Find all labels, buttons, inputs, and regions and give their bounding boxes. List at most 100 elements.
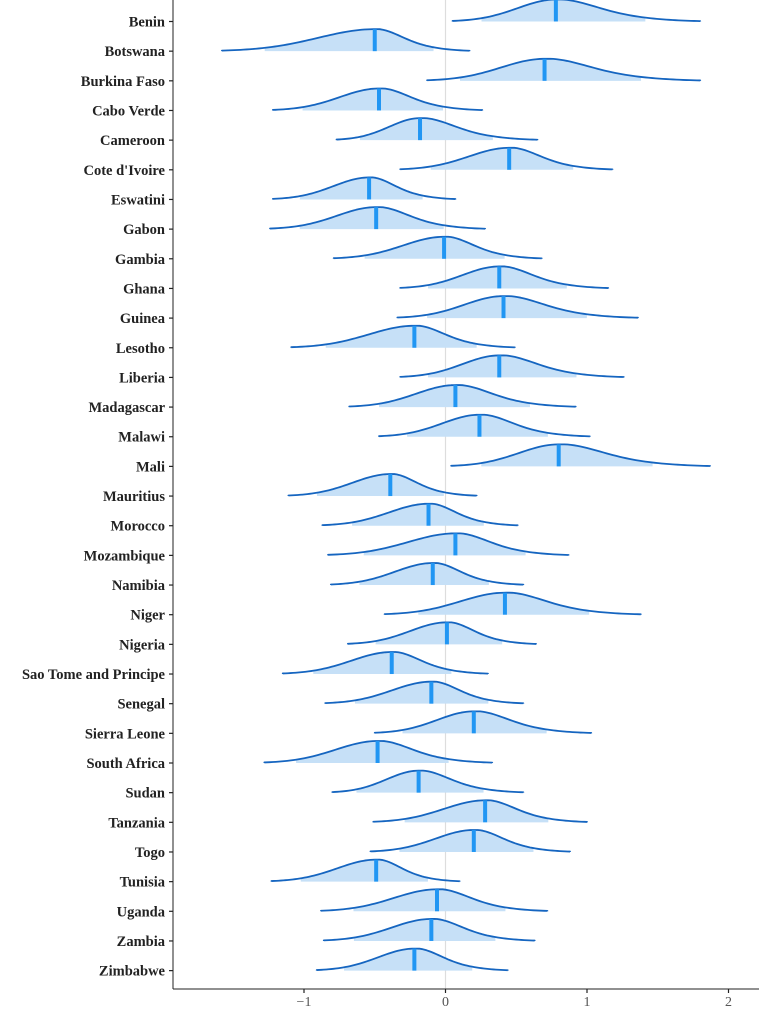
ridge-fill-namibia [359, 563, 489, 586]
x-tick-labels: −1 0 1 2 [297, 989, 732, 1009]
y-tick-label-madagascar: Madagascar [88, 400, 165, 416]
ridge-botswana [221, 28, 471, 52]
ridge-sudan [331, 769, 525, 794]
ridge-outline-tanzania [372, 799, 588, 823]
ridge-cameroon [335, 117, 539, 141]
ridge-fill-tunisia [300, 859, 428, 882]
ridge-namibia [329, 562, 525, 586]
ridge-mauritius [287, 473, 478, 497]
ridge-liberia [399, 354, 625, 378]
ridge-fill-lesotho [325, 325, 477, 348]
y-tick-label-south-africa: South Africa [86, 756, 165, 772]
ridge-outline-burkina-faso [426, 57, 702, 82]
ridge-zimbabwe [315, 947, 509, 972]
ridges-layer [221, 0, 712, 972]
y-tick-label-benin: Benin [129, 15, 165, 31]
ridge-madagascar [348, 384, 577, 408]
ridge-fill-sao-tome-and-principe [313, 652, 452, 675]
y-tick-label-gambia: Gambia [115, 252, 166, 268]
y-tick-label-morocco: Morocco [111, 519, 165, 535]
ridge-benin [451, 0, 702, 22]
ridge-fill-morocco [352, 503, 484, 526]
ridge-fill-cameroon [359, 118, 493, 141]
ridge-fill-tanzania [404, 800, 549, 823]
axes-layer [172, 0, 759, 990]
ridge-outline-cameroon [335, 117, 539, 141]
ridge-outline-liberia [399, 354, 625, 378]
ridge-outline-mauritius [287, 473, 478, 497]
y-tick-label-gabon: Gabon [123, 222, 165, 238]
ridge-fill-senegal [354, 681, 489, 704]
ridge-outline-gambia [332, 235, 543, 260]
ridge-outline-cote-d-ivoire [399, 146, 614, 171]
ridge-lesotho [290, 324, 516, 349]
ridge-cabo-verde [271, 87, 484, 111]
ridge-cote-d-ivoire [399, 146, 614, 171]
ridge-fill-botswana [264, 29, 434, 52]
ridge-outline-nigeria [346, 621, 537, 645]
y-tick-label-botswana: Botswana [105, 44, 166, 60]
y-tick-label-sierra-leone: Sierra Leone [85, 726, 166, 742]
ridge-outline-guinea [396, 295, 639, 319]
y-tick-label-liberia: Liberia [119, 370, 166, 386]
ridge-outline-tunisia [270, 858, 461, 883]
ridge-outline-morocco [321, 502, 519, 527]
ridge-niger [383, 591, 642, 616]
ridge-outline-benin [451, 0, 702, 22]
y-tick-label-togo: Togo [135, 845, 165, 861]
ridge-outline-zambia [322, 918, 536, 942]
ridge-nigeria [346, 621, 537, 645]
ridge-outline-mali [450, 443, 712, 467]
ridge-outline-malawi [378, 413, 591, 438]
ridge-outline-madagascar [348, 384, 577, 408]
ridge-outline-sierra-leone [373, 710, 593, 734]
ridge-sao-tome-and-principe [281, 651, 489, 675]
x-tick-label-0: −1 [297, 995, 312, 1009]
ridge-fill-cote-d-ivoire [430, 147, 574, 170]
x-tick-label-3: 2 [725, 995, 732, 1009]
ridge-fill-eswatini [299, 177, 423, 200]
y-tick-label-nigeria: Nigeria [119, 637, 166, 653]
y-tick-label-namibia: Namibia [112, 578, 166, 594]
ridge-gabon [269, 206, 487, 230]
ridge-uganda [320, 888, 549, 912]
y-tick-label-cote-d-ivoire: Cote d'Ivoire [84, 163, 166, 179]
y-tick-label-mali: Mali [136, 459, 165, 475]
x-tick-label-2: 1 [584, 995, 591, 1009]
ridge-ghana [399, 265, 610, 289]
y-tick-label-lesotho: Lesotho [116, 341, 165, 357]
y-tick-label-zimbabwe: Zimbabwe [99, 964, 166, 980]
y-tick-label-eswatini: Eswatini [111, 192, 165, 208]
ridge-eswatini [271, 176, 457, 200]
ridge-outline-lesotho [290, 324, 516, 349]
ridge-fill-mauritius [316, 474, 444, 497]
ridge-outline-zimbabwe [315, 947, 509, 972]
ridge-tanzania [372, 799, 588, 823]
y-tick-label-tanzania: Tanzania [108, 815, 165, 831]
ridge-fill-south-africa [296, 741, 449, 763]
ridge-outline-sudan [331, 769, 525, 794]
y-tick-label-mauritius: Mauritius [103, 489, 165, 505]
ridge-fill-uganda [353, 889, 506, 912]
y-tick-label-ghana: Ghana [123, 281, 166, 297]
y-tick-label-cameroon: Cameroon [100, 133, 165, 149]
y-tick-label-senegal: Senegal [117, 697, 165, 713]
y-tick-labels: Benin Botswana Burkina Faso Cabo Verde Camer… [22, 15, 173, 980]
ridge-outline-niger [383, 591, 642, 616]
ridge-outline-sao-tome-and-principe [281, 651, 489, 675]
ridge-mozambique [327, 532, 570, 556]
ridge-guinea [396, 295, 639, 319]
ridge-fill-nigeria [375, 622, 503, 645]
ridge-outline-mozambique [327, 532, 570, 556]
x-tick-label-1: 0 [442, 995, 449, 1009]
ridge-outline-togo [369, 829, 571, 853]
ridge-outline-namibia [329, 562, 525, 586]
ridge-zambia [322, 918, 536, 942]
ridge-outline-senegal [324, 680, 525, 705]
ridge-outline-ghana [399, 265, 610, 289]
ridge-fill-liberia [427, 355, 577, 378]
ridge-fill-mali [481, 444, 653, 467]
ridge-sierra-leone [373, 710, 593, 734]
ridge-south-africa [263, 740, 494, 764]
